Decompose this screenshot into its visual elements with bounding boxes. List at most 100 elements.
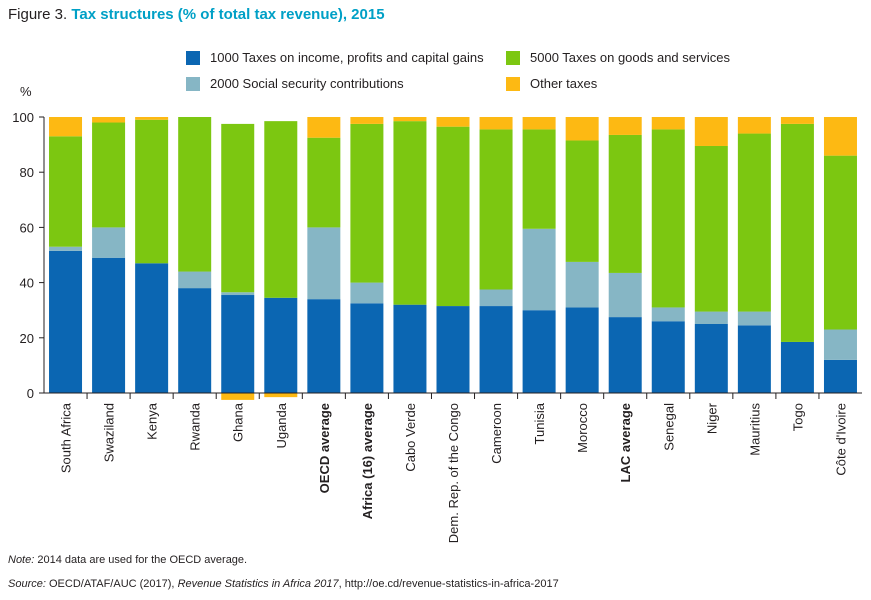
bar-segment-goods xyxy=(737,133,771,312)
x-tick-label: Côte d'Ivoire xyxy=(833,403,848,476)
bar-segment-income xyxy=(350,303,384,393)
bar-segment-other xyxy=(350,117,384,124)
x-tick-label: Tunisia xyxy=(532,402,547,444)
bar-segment-other xyxy=(565,117,599,141)
y-tick-label: 0 xyxy=(27,386,34,401)
x-tick-label: Kenya xyxy=(145,402,160,440)
legend-item-goods: 5000 Taxes on goods and services xyxy=(506,50,730,65)
legend-item-social: 2000 Social security contributions xyxy=(186,76,404,91)
chart-source: Source: OECD/ATAF/AUC (2017), Revenue St… xyxy=(8,578,559,590)
bar-segment-other xyxy=(307,117,341,138)
y-tick-label: 40 xyxy=(20,276,34,291)
source-publication: Revenue Statistics in Africa 2017 xyxy=(177,578,339,590)
bar-segment-income xyxy=(264,297,298,393)
bar-segment-income xyxy=(135,263,169,393)
legend-swatch-other xyxy=(506,76,520,91)
bar-segment-goods xyxy=(178,117,212,272)
source-label: Source: xyxy=(8,578,46,590)
bar-segment-income xyxy=(178,288,212,393)
bar-segment-goods xyxy=(350,123,384,283)
legend-label-goods: 5000 Taxes on goods and services xyxy=(530,50,730,65)
legend-label-social: 2000 Social security contributions xyxy=(210,76,404,91)
bar-segment-other xyxy=(479,117,513,130)
bar-segment-income xyxy=(608,317,642,393)
figure-title-text: Tax structures (% of total tax revenue),… xyxy=(71,6,385,23)
bar-segment-social xyxy=(694,311,728,324)
bar-segment-income xyxy=(92,257,126,393)
x-tick-label: Cameroon xyxy=(489,403,504,464)
bar-segment-goods xyxy=(135,119,169,264)
bar-segment-goods xyxy=(780,123,814,342)
bar-segment-social xyxy=(608,272,642,318)
y-tick-label: 60 xyxy=(20,220,34,235)
bar-segment-goods xyxy=(436,126,470,307)
bar-segment-other xyxy=(393,117,427,122)
bar-segment-income xyxy=(436,306,470,393)
y-tick-label: 100 xyxy=(12,110,34,125)
bar-segment-other xyxy=(737,117,771,134)
stacked-bar-chart: % 0 20 40 60 80 100 South Africa Swaziland Kenya R… xyxy=(12,84,862,543)
bar-segment-social xyxy=(479,289,513,307)
bar-segment-other xyxy=(780,117,814,124)
x-tick-label: Ghana xyxy=(231,402,246,442)
bar-segment-social xyxy=(178,271,212,289)
bar-segment-goods xyxy=(608,134,642,273)
bar-segment-income xyxy=(694,324,728,393)
bar-segment-goods xyxy=(694,145,728,312)
x-tick-label: Togo xyxy=(790,403,805,431)
figure-label: Figure 3. xyxy=(8,6,68,23)
bar-segment-other xyxy=(49,117,83,137)
bar-segment-social xyxy=(49,246,83,251)
bar-segment-other xyxy=(264,393,298,398)
x-tick-label: Uganda xyxy=(274,402,289,448)
chart-note: Note: 2014 data are used for the OECD av… xyxy=(8,554,247,566)
bar-segment-social xyxy=(350,282,384,304)
bar-segment-goods xyxy=(479,129,513,290)
y-axis-label: % xyxy=(20,84,32,99)
bar-segment-other xyxy=(92,117,126,123)
x-tick-label: OECD average xyxy=(317,403,332,493)
bar-segment-other xyxy=(823,117,857,156)
x-tick-label: Swaziland xyxy=(102,403,117,462)
x-tick-label: Niger xyxy=(704,402,719,434)
bar-segment-income xyxy=(393,304,427,393)
bar-segment-social xyxy=(522,228,556,311)
bar-segment-goods xyxy=(307,137,341,228)
bar-segment-income xyxy=(823,359,857,393)
bar-segment-goods xyxy=(92,122,126,228)
source-text: OECD/ATAF/AUC (2017), xyxy=(48,578,175,590)
bar-segment-social xyxy=(651,307,685,322)
bar-segment-other xyxy=(651,117,685,130)
bar-segment-income xyxy=(307,299,341,393)
bar-segment-social xyxy=(221,292,255,296)
bar-segment-income xyxy=(479,306,513,393)
bar-segment-social xyxy=(565,261,599,308)
bar-segment-income xyxy=(522,310,556,393)
legend-item-other: Other taxes xyxy=(506,76,597,91)
bar-segment-other xyxy=(221,393,255,400)
x-tick-label: Senegal xyxy=(661,403,676,451)
x-tick-label: Africa (16) average xyxy=(360,403,375,519)
bar-segment-other xyxy=(694,117,728,146)
x-tick-label: Morocco xyxy=(575,403,590,453)
x-tick-label: South Africa xyxy=(59,402,74,473)
bar-segment-income xyxy=(651,321,685,393)
bar-segment-goods xyxy=(49,136,83,247)
bar-segment-income xyxy=(780,341,814,393)
legend-item-income: 1000 Taxes on income, profits and capita… xyxy=(186,50,484,65)
bar-segment-goods xyxy=(823,155,857,330)
legend-swatch-goods xyxy=(506,50,520,65)
bar-segment-income xyxy=(49,250,83,393)
legend-label-other: Other taxes xyxy=(530,76,598,91)
legend-label-income: 1000 Taxes on income, profits and capita… xyxy=(210,50,484,65)
bar-segment-income xyxy=(737,325,771,393)
bar-segment-goods xyxy=(651,129,685,308)
note-label: Note: xyxy=(8,554,35,566)
bar-segment-social xyxy=(823,329,857,360)
bar-segment-other xyxy=(522,117,556,130)
bar-segment-other xyxy=(135,117,169,120)
bar-segment-social xyxy=(307,227,341,300)
bar-segment-goods xyxy=(264,121,298,298)
chart-legend: 1000 Taxes on income, profits and capita… xyxy=(0,0,871,100)
bar-segment-goods xyxy=(565,140,599,262)
